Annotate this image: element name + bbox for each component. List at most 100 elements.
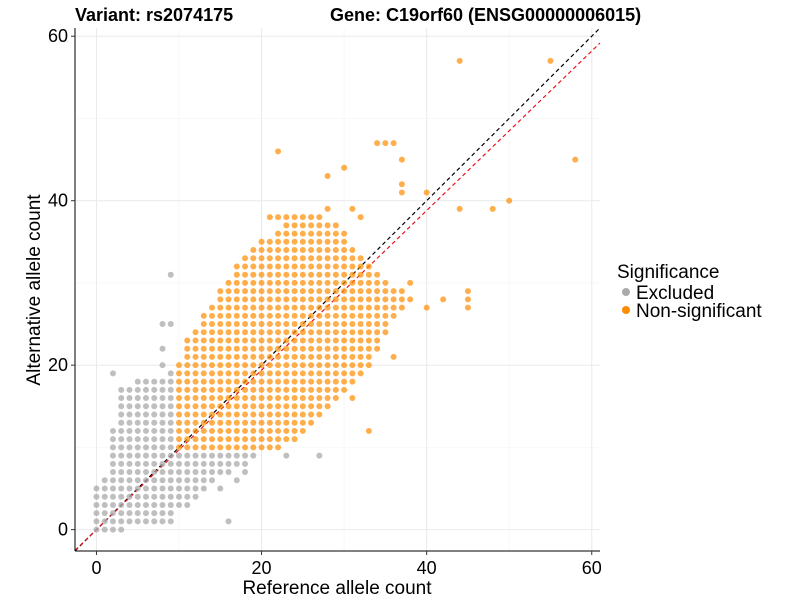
point-non-significant [200,395,207,402]
point-non-significant [283,403,290,410]
point-non-significant [349,296,356,303]
point-non-significant [291,279,298,286]
point-excluded [118,469,125,476]
point-non-significant [308,362,315,369]
point-non-significant [275,329,282,336]
point-non-significant [324,230,331,237]
point-non-significant [242,337,249,344]
point-non-significant [250,436,257,443]
point-non-significant [275,230,282,237]
point-non-significant [176,386,183,393]
point-non-significant [225,403,232,410]
point-non-significant [209,345,216,352]
point-excluded [126,469,133,476]
point-excluded [151,436,158,443]
point-non-significant [291,230,298,237]
point-non-significant [283,395,290,402]
point-non-significant [225,279,232,286]
point-non-significant [382,279,389,286]
point-non-significant [258,395,265,402]
point-non-significant [324,279,331,286]
point-non-significant [291,411,298,418]
point-non-significant [209,304,216,311]
point-excluded [118,501,125,508]
point-non-significant [308,271,315,278]
point-non-significant [283,353,290,360]
point-non-significant [275,378,282,385]
point-non-significant [308,321,315,328]
point-excluded [200,469,207,476]
point-non-significant [275,214,282,221]
point-non-significant [200,419,207,426]
point-non-significant [299,378,306,385]
point-non-significant [341,337,348,344]
point-non-significant [291,222,298,229]
point-non-significant [283,321,290,328]
point-excluded [200,460,207,467]
point-excluded [316,452,323,459]
legend-label-excluded: Excluded [636,283,714,304]
point-non-significant [209,329,216,336]
point-excluded [167,427,174,434]
point-excluded [101,477,108,484]
point-excluded [142,427,149,434]
data-points [93,57,579,533]
point-non-significant [308,378,315,385]
point-non-significant [217,403,224,410]
point-non-significant [316,255,323,262]
point-non-significant [266,353,273,360]
point-excluded [184,469,191,476]
point-non-significant [341,304,348,311]
point-non-significant [291,304,298,311]
point-non-significant [349,312,356,319]
point-non-significant [225,329,232,336]
point-non-significant [184,427,191,434]
point-non-significant [316,222,323,229]
point-non-significant [258,427,265,434]
reference-line-identity [74,27,601,552]
point-non-significant [242,370,249,377]
point-non-significant [332,255,339,262]
point-excluded [118,403,125,410]
point-non-significant [217,353,224,360]
point-excluded [142,460,149,467]
point-non-significant [250,296,257,303]
point-excluded [142,395,149,402]
point-non-significant [332,386,339,393]
point-non-significant [291,296,298,303]
point-excluded [118,386,125,393]
point-non-significant [225,353,232,360]
point-non-significant [258,304,265,311]
point-non-significant [398,181,405,188]
point-excluded [118,411,125,418]
point-non-significant [275,386,282,393]
point-non-significant [225,378,232,385]
point-non-significant [242,436,249,443]
point-non-significant [357,345,364,352]
point-non-significant [283,370,290,377]
point-non-significant [316,378,323,385]
point-non-significant [217,378,224,385]
point-non-significant [250,370,257,377]
point-non-significant [275,312,282,319]
point-excluded [159,510,166,517]
point-non-significant [365,271,372,278]
point-non-significant [299,370,306,377]
point-non-significant [357,296,364,303]
point-excluded [134,485,141,492]
point-excluded [101,526,108,533]
point-non-significant [200,370,207,377]
point-excluded [192,485,199,492]
point-non-significant [357,255,364,262]
point-non-significant [332,345,339,352]
point-non-significant [332,362,339,369]
y-axis-label: Alternative allele count [24,194,45,386]
point-excluded [151,419,158,426]
point-excluded [151,452,158,459]
point-excluded [142,501,149,508]
point-non-significant [275,288,282,295]
point-non-significant [324,173,331,180]
point-non-significant [506,197,513,204]
point-non-significant [316,362,323,369]
point-excluded [200,485,207,492]
